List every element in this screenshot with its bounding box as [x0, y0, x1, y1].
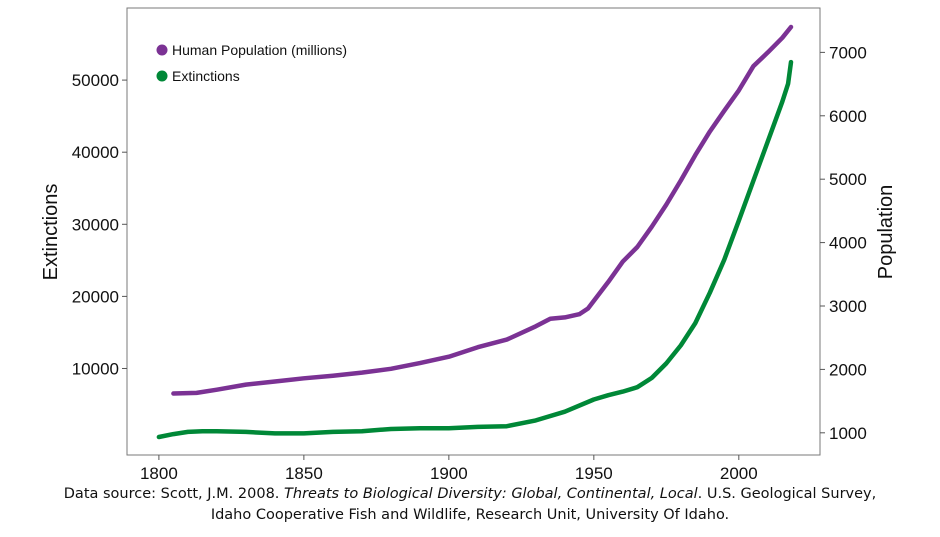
right-y-tick-label: 2000 — [829, 360, 867, 379]
left-y-tick-label: 20000 — [72, 287, 119, 306]
right-y-axis-title: Population — [875, 185, 897, 280]
right-y-tick-label: 4000 — [829, 234, 867, 253]
x-tick-label: 1800 — [140, 464, 178, 480]
data-source-caption: Data source: Scott, J.M. 2008. Threats t… — [0, 484, 940, 526]
left-y-axis-ticks: 10000 20000 30000 40000 50000 — [72, 71, 127, 378]
caption-prefix: Data source: Scott, J.M. 2008. — [63, 486, 285, 502]
left-y-tick-label: 30000 — [72, 215, 119, 234]
caption-line-2: Idaho Cooperative Fish and Wildlife, Res… — [210, 507, 730, 523]
right-y-tick-label: 7000 — [829, 43, 867, 62]
caption-suffix: . U.S. Geological Survey, — [697, 486, 877, 502]
right-y-tick-label: 3000 — [829, 297, 867, 316]
left-y-tick-label: 40000 — [72, 143, 119, 162]
legend-label-extinctions: Extinctions — [172, 68, 240, 84]
legend: Human Population (millions) Extinctions — [156, 42, 347, 84]
caption-line-1: Data source: Scott, J.M. 2008. Threats t… — [0, 484, 940, 505]
right-y-axis-ticks: 1000 2000 3000 4000 5000 6000 7000 — [820, 43, 867, 443]
left-y-axis-title: Extinctions — [40, 184, 62, 281]
legend-marker-population — [156, 44, 168, 56]
x-tick-label: 1950 — [575, 464, 613, 480]
right-y-tick-label: 1000 — [829, 424, 867, 443]
series-layer — [156, 24, 794, 440]
dual-axis-line-chart: 1800 1850 1900 1950 2000 10000 20000 30000 4000… — [40, 7, 897, 480]
x-axis-ticks: 1800 1850 1900 1950 2000 — [140, 455, 758, 480]
left-y-tick-label: 10000 — [72, 359, 119, 378]
legend-label-population: Human Population (millions) — [172, 42, 347, 58]
legend-marker-extinctions — [156, 70, 168, 82]
caption-title: Threats to Biological Diversity: Global,… — [284, 486, 698, 502]
right-y-tick-label: 6000 — [829, 107, 867, 126]
x-tick-label: 2000 — [720, 464, 758, 480]
plot-border — [126, 7, 821, 456]
series-line-extinctions — [156, 59, 794, 440]
right-y-tick-label: 5000 — [829, 170, 867, 189]
x-tick-label: 1900 — [430, 464, 468, 480]
series-line-human-population-millions — [171, 24, 794, 396]
left-y-tick-label: 50000 — [72, 71, 119, 90]
x-tick-label: 1850 — [285, 464, 323, 480]
